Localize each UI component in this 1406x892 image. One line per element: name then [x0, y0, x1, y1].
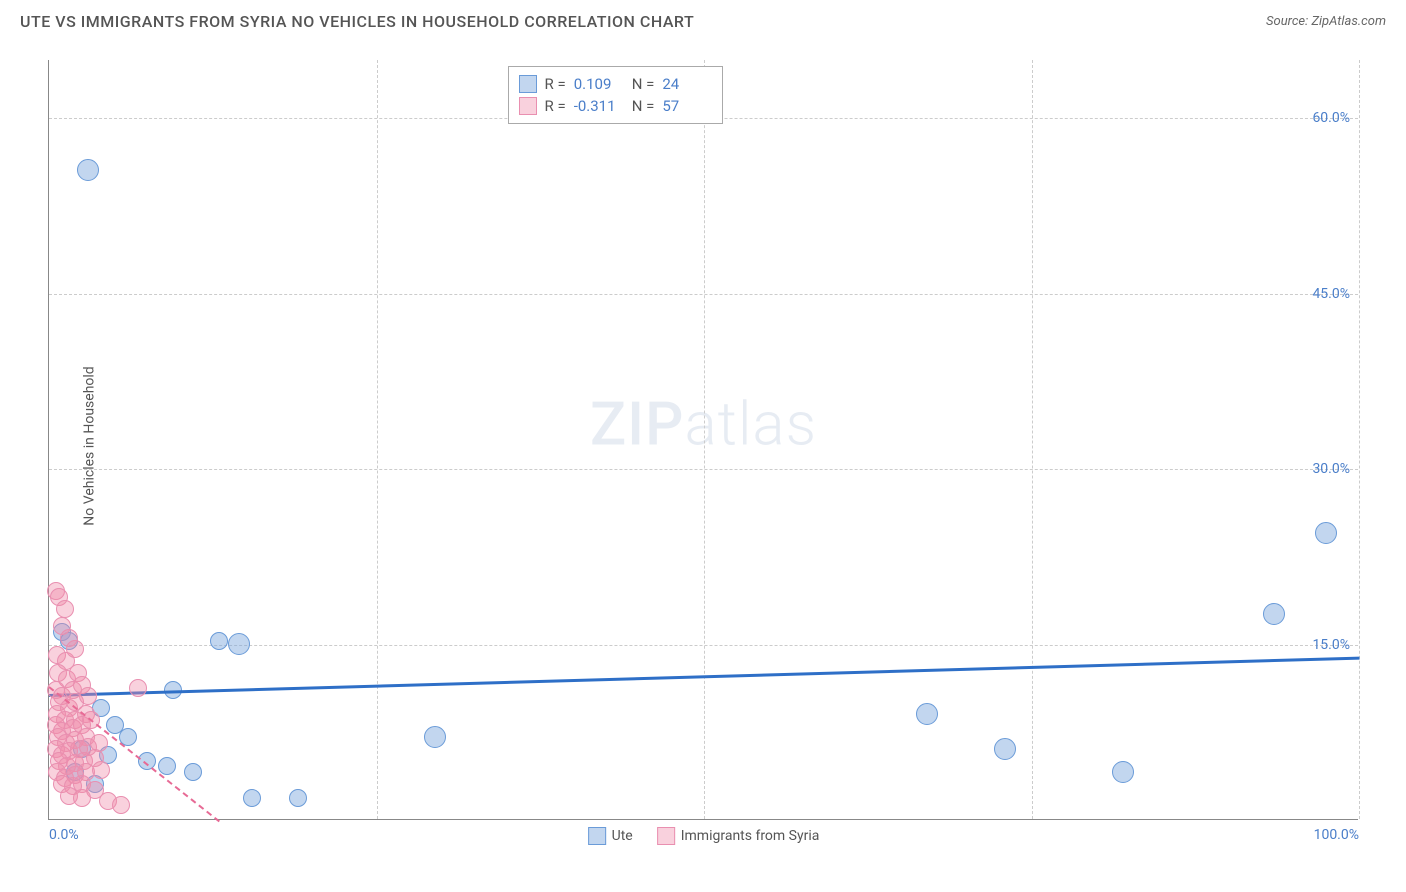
chart-title: UTE VS IMMIGRANTS FROM SYRIA NO VEHICLES… [20, 12, 694, 31]
bottom-legend: Ute Immigrants from Syria [588, 827, 820, 845]
data-point [56, 600, 74, 618]
chart-source: Source: ZipAtlas.com [1266, 14, 1386, 29]
data-point [66, 640, 84, 658]
x-tick-label: 0.0% [49, 827, 79, 843]
y-tick-label: 60.0% [1312, 110, 1350, 126]
data-point [112, 796, 130, 814]
legend-swatch [588, 827, 606, 845]
data-point [916, 703, 938, 725]
data-point [243, 789, 261, 807]
data-point [73, 789, 91, 807]
data-point [92, 761, 110, 779]
legend-label: Immigrants from Syria [681, 828, 820, 844]
data-point [228, 633, 250, 655]
data-point [210, 632, 228, 650]
stats-row: R =-0.311N =57 [519, 95, 713, 117]
data-point [1112, 761, 1134, 783]
legend-swatch [657, 827, 675, 845]
data-point [1263, 603, 1285, 625]
data-point [77, 159, 99, 181]
data-point [184, 763, 202, 781]
x-tick-label: 100.0% [1314, 827, 1359, 843]
y-tick-label: 30.0% [1312, 461, 1350, 477]
legend-swatch [519, 97, 537, 115]
data-point [1315, 522, 1337, 544]
scatter-chart: ZIPatlas 15.0%30.0%45.0%60.0%0.0%100.0%R… [48, 60, 1358, 820]
data-point [129, 679, 147, 697]
gridline-vertical [1359, 60, 1360, 819]
gridline-vertical [1032, 60, 1033, 819]
legend-item: Immigrants from Syria [657, 827, 820, 845]
chart-header: UTE VS IMMIGRANTS FROM SYRIA NO VEHICLES… [0, 0, 1406, 39]
legend-item: Ute [588, 827, 633, 845]
data-point [424, 726, 446, 748]
gridline-vertical [704, 60, 705, 819]
gridline-vertical [377, 60, 378, 819]
data-point [994, 738, 1016, 760]
legend-swatch [519, 75, 537, 93]
stats-row: R =0.109N =24 [519, 73, 713, 95]
legend-label: Ute [612, 828, 633, 844]
y-tick-label: 45.0% [1312, 286, 1350, 302]
data-point [289, 789, 307, 807]
y-tick-label: 15.0% [1312, 637, 1350, 653]
data-point [158, 757, 176, 775]
stats-legend-box: R =0.109N =24R =-0.311N =57 [508, 66, 724, 124]
data-point [79, 687, 97, 705]
